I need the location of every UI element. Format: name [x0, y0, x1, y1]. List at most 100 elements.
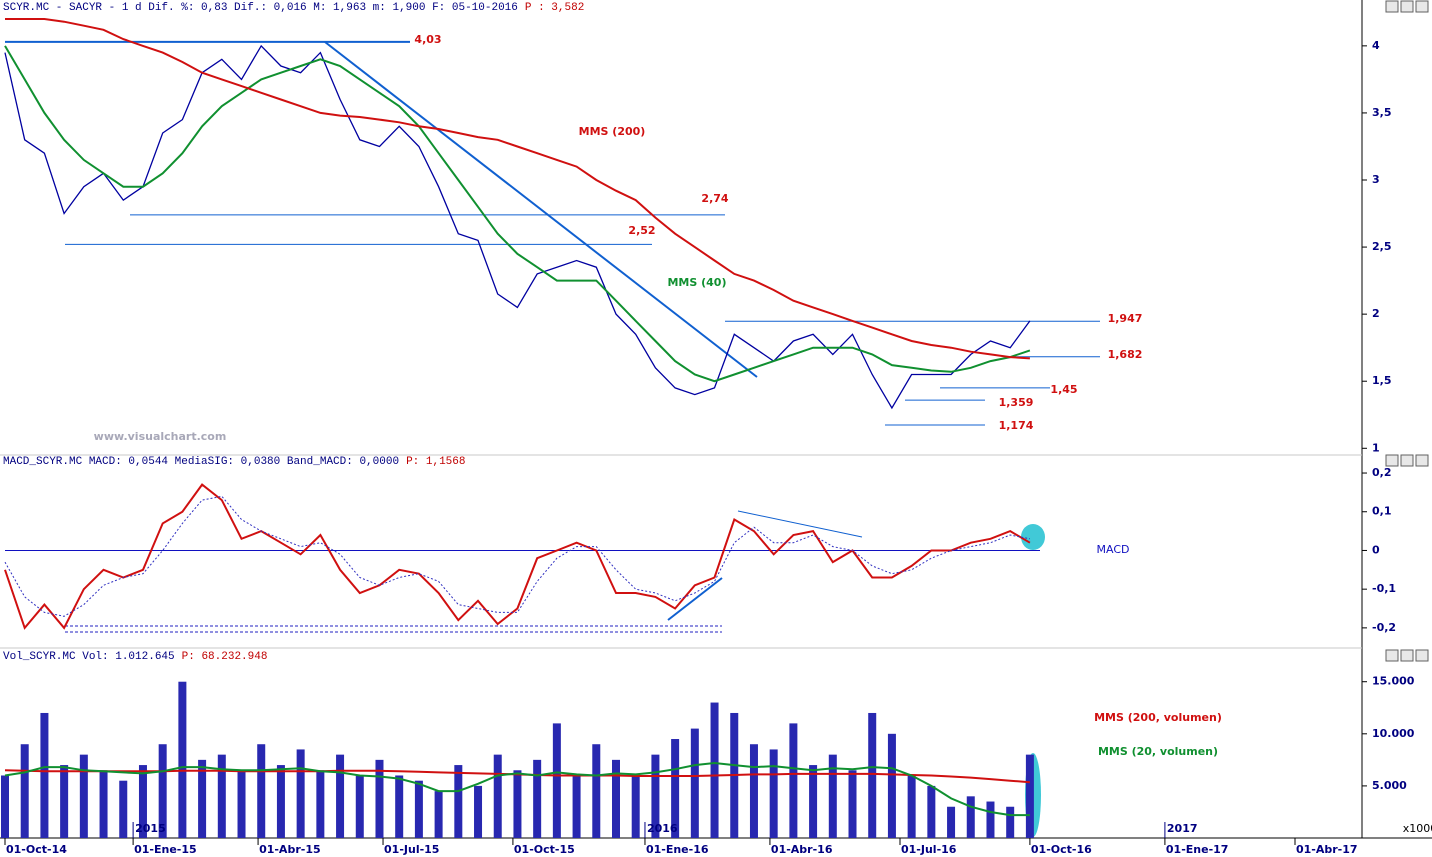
volume-bar — [79, 754, 88, 838]
volume-bar — [769, 749, 778, 838]
volume-bar — [513, 770, 522, 838]
annotation: MMS (200, volumen) — [1094, 711, 1222, 724]
price-line — [4, 44, 1031, 410]
volume-bar — [868, 712, 877, 838]
indicator-line — [5, 18, 1030, 360]
volume-bar — [631, 775, 640, 838]
indicator-line — [4, 495, 1030, 617]
x-tick-label: 01-Abr-17 — [1296, 843, 1358, 856]
level-label: 1,947 — [1108, 312, 1143, 325]
y-tick-label: 15.000 — [1372, 675, 1415, 688]
x-tick-label: 01-Oct-14 — [6, 843, 67, 856]
volume-bar — [947, 806, 956, 838]
volume-bar — [1, 775, 9, 838]
annotation: MACD — [1097, 543, 1130, 556]
volume-bar — [493, 754, 502, 838]
volume-bar — [592, 744, 601, 838]
volume-bar — [138, 765, 147, 838]
volume-bar — [217, 754, 226, 838]
volume-bar — [651, 754, 660, 838]
window-buttons — [1385, 0, 1429, 662]
volume-bar — [336, 754, 345, 838]
header-value: P: 68.232.948 — [182, 651, 268, 663]
window-button[interactable] — [1385, 0, 1399, 13]
volume-bar — [1025, 754, 1034, 838]
window-button[interactable] — [1415, 0, 1429, 13]
trend-line — [667, 577, 723, 621]
x-tick-label: 01-Abr-15 — [259, 843, 321, 856]
y-tick-label: 3 — [1372, 173, 1380, 186]
volume-bar — [276, 765, 285, 838]
x-tick-label: 01-Oct-15 — [514, 843, 575, 856]
level-label: 1,359 — [999, 396, 1034, 409]
window-button[interactable] — [1415, 454, 1429, 467]
y-tick-label: 0,2 — [1372, 466, 1392, 479]
window-button[interactable] — [1385, 649, 1399, 662]
volume-bar — [414, 780, 423, 838]
header-text: Vol_SCYR.MC Vol: 1.012.645 — [3, 651, 175, 663]
unit-label: x1000 — [1403, 822, 1432, 835]
volume-bar — [355, 775, 364, 838]
volume-bar — [40, 712, 49, 838]
y-tick-label: 0,1 — [1372, 505, 1392, 518]
volume-bar — [966, 796, 975, 838]
y-tick-label: 0 — [1372, 543, 1380, 556]
volume-bar — [907, 775, 916, 838]
volume-bar — [434, 791, 443, 838]
volume-bar — [237, 770, 246, 838]
y-tick-label: 10.000 — [1372, 727, 1415, 740]
panel-header: SCYR.MC - SACYR - 1 d Dif. %: 0,83 Dif.:… — [3, 2, 584, 14]
y-tick-label: 1,5 — [1372, 374, 1392, 387]
window-button[interactable] — [1400, 0, 1414, 13]
volume-bar — [927, 785, 936, 838]
volume-bar — [986, 801, 995, 838]
x-tick-label: 01-Ene-15 — [134, 843, 197, 856]
level-label: 2,52 — [628, 224, 655, 237]
volume-bar — [158, 744, 167, 838]
y-tick-label: -0,1 — [1372, 582, 1396, 595]
volume-bar — [671, 739, 680, 838]
panel-header: MACD_SCYR.MC MACD: 0,0544 MediaSIG: 0,03… — [3, 456, 466, 468]
year-label: 2016 — [647, 822, 678, 835]
volume-bar — [99, 770, 108, 838]
volume-bar — [454, 765, 463, 838]
indicator-line — [4, 483, 1031, 630]
x-tick-label: 01-Oct-16 — [1031, 843, 1092, 856]
volume-bar — [395, 775, 404, 838]
header-value: P: 1,1568 — [406, 456, 465, 468]
level-label: 2,74 — [701, 192, 728, 205]
volume-bar — [296, 749, 305, 838]
window-button[interactable] — [1415, 649, 1429, 662]
level-label: 4,03 — [414, 33, 441, 46]
watermark: www.visualchart.com — [94, 430, 227, 443]
volume-bar — [60, 765, 69, 838]
header-value: P : 3,582 — [525, 2, 584, 14]
volume-bar — [572, 775, 581, 838]
year-label: 2015 — [135, 822, 166, 835]
window-button[interactable] — [1385, 454, 1399, 467]
level-label: 1,45 — [1050, 383, 1077, 396]
y-tick-label: 2,5 — [1372, 240, 1392, 253]
volume-bar — [749, 744, 758, 838]
highlight — [1021, 524, 1045, 550]
x-tick-label: 01-Ene-16 — [646, 843, 709, 856]
indicator-line — [4, 761, 1030, 817]
volume-bar — [828, 754, 837, 838]
volume-bar — [809, 765, 818, 838]
y-tick-label: 2 — [1372, 307, 1380, 320]
x-tick-label: 01-Ene-17 — [1166, 843, 1229, 856]
y-tick-label: 5.000 — [1372, 779, 1407, 792]
volume-bar — [848, 770, 857, 838]
volume-bar — [375, 759, 384, 838]
x-tick-label: 01-Abr-16 — [771, 843, 833, 856]
level-label: 1,682 — [1108, 348, 1143, 361]
y-tick-label: 3,5 — [1372, 106, 1392, 119]
level-label: 1,174 — [999, 419, 1034, 432]
volume-bar — [119, 780, 128, 838]
volume-bar — [789, 723, 798, 838]
window-button[interactable] — [1400, 454, 1414, 467]
volume-bar — [690, 728, 699, 838]
window-button[interactable] — [1400, 649, 1414, 662]
